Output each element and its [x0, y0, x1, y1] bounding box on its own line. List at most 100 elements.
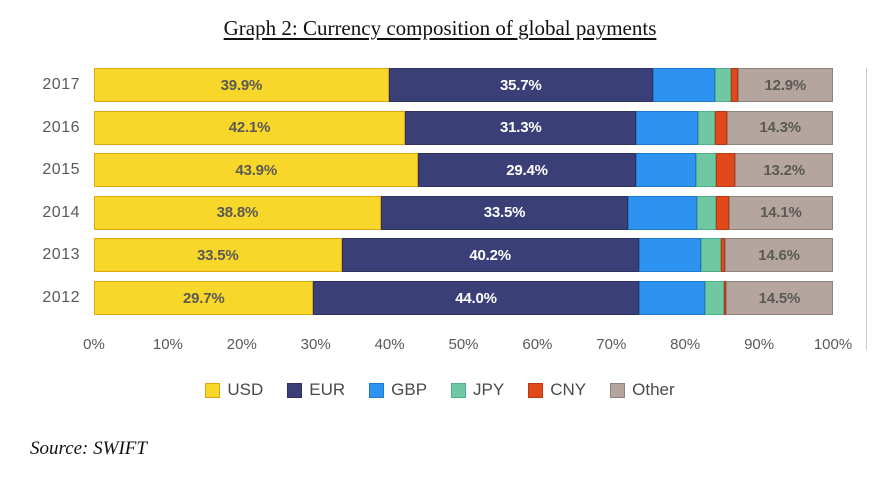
legend-label-eur: EUR	[309, 380, 346, 399]
legend-label-cny: CNY	[550, 380, 587, 399]
y-axis-label-2012: 2012	[42, 289, 80, 306]
legend-label-other: Other	[632, 380, 675, 399]
y-axis-label-2013: 2013	[42, 246, 80, 264]
bar-value-label: 33.5%	[197, 246, 239, 264]
legend-swatch-gbp	[369, 382, 385, 398]
bar-value-label: 29.7%	[182, 289, 225, 307]
x-axis-tick-30: 30%	[300, 336, 331, 353]
bar-segment-eur-2014: 33.5%	[380, 195, 629, 230]
x-axis-tick-50: 50%	[448, 336, 479, 353]
bar-segment-usd-2016: 42.1%	[94, 110, 406, 145]
bar-value-label: 29.4%	[506, 161, 548, 179]
bar-segment-eur-2016: 31.3%	[405, 110, 637, 145]
bar-segment-other-2015: 13.2%	[735, 153, 833, 188]
bar-segment-usd-2013: 33.5%	[94, 238, 342, 273]
bar-segment-other-2013: 14.6%	[725, 238, 833, 273]
bar-value-label: 12.9%	[764, 76, 807, 94]
bar-segment-jpy-2017	[715, 68, 731, 102]
bar-segment-other-2016: 14.3%	[727, 110, 833, 145]
bar-segment-usd-2012: 29.7%	[94, 281, 314, 315]
x-axis-tick-60: 60%	[522, 336, 553, 353]
bar-value-label: 14.6%	[758, 246, 800, 264]
bar-value-label: 14.3%	[759, 119, 801, 137]
bar-segment-jpy-2013	[701, 238, 721, 273]
bar-track-2014: 38.8% 33.5% 14.1%	[94, 195, 833, 230]
legend-item-jpy: JPY	[451, 380, 504, 400]
bar-track-2013: 33.5% 40.2% 14.6%	[94, 238, 833, 273]
bar-segment-usd-2014: 38.8%	[94, 195, 381, 230]
legend-label-gbp: GBP	[391, 380, 428, 399]
legend-swatch-jpy	[451, 382, 467, 398]
legend: USD EUR GBP JPY CNY Other	[0, 380, 880, 400]
bar-value-label: 44.0%	[455, 289, 497, 307]
bar-segment-eur-2013: 40.2%	[341, 238, 639, 273]
bar-value-label: 38.8%	[216, 204, 259, 222]
x-axis-tick-70: 70%	[596, 336, 627, 353]
bar-segment-eur-2012: 44.0%	[313, 281, 639, 315]
y-axis-label-2014: 2014	[42, 203, 80, 221]
bar-segment-cny-2014	[716, 195, 729, 230]
x-axis-tick-90: 90%	[744, 336, 775, 353]
x-axis-tick-0: 0%	[83, 336, 105, 353]
legend-label-usd: USD	[227, 380, 264, 399]
bar-value-label: 13.2%	[763, 161, 805, 179]
bar-segment-cny-2015	[716, 153, 736, 188]
bar-value-label: 14.1%	[760, 204, 802, 222]
x-axis-tick-80: 80%	[670, 336, 701, 353]
bar-segment-cny-2013	[720, 238, 726, 273]
legend-swatch-other	[610, 382, 626, 398]
bar-row-2016: 2016 42.1% 31.3% 14.3%	[0, 110, 880, 145]
bar-value-label: 39.9%	[220, 76, 263, 94]
bar-segment-other-2014: 14.1%	[728, 195, 833, 230]
bar-segment-jpy-2016	[697, 110, 715, 145]
x-axis-tick-20: 20%	[226, 336, 257, 353]
bar-row-2017: 2017 39.9% 35.7% 12.9%	[0, 68, 880, 102]
bar-row-2015: 2015 43.9% 29.4% 13.2%	[0, 153, 880, 188]
source-note: Source: SWIFT	[30, 438, 147, 459]
bar-segment-gbp-2012	[638, 281, 706, 315]
y-axis-label-2017: 2017	[42, 76, 80, 93]
x-axis-tick-10: 10%	[152, 336, 183, 353]
bar-segment-gbp-2015	[635, 153, 697, 188]
y-axis-label-2015: 2015	[42, 161, 80, 179]
bar-value-label: 43.9%	[235, 161, 277, 179]
bar-track-2017: 39.9% 35.7% 12.9%	[94, 68, 833, 102]
bar-segment-cny-2016	[714, 110, 728, 145]
bar-value-label: 40.2%	[469, 246, 511, 264]
bar-segment-gbp-2013	[638, 238, 702, 273]
legend-item-usd: USD	[205, 380, 263, 400]
bar-segment-eur-2015: 29.4%	[418, 153, 636, 188]
y-axis-label-2016: 2016	[42, 118, 80, 136]
bar-segment-other-2017: 12.9%	[737, 68, 833, 102]
legend-label-jpy: JPY	[473, 380, 505, 399]
legend-swatch-usd	[205, 382, 221, 398]
bar-value-label: 33.5%	[483, 204, 526, 222]
bar-value-label: 14.5%	[758, 289, 801, 307]
x-axis: 0% 10% 20% 30% 40% 50% 60% 70% 80% 90% 100%	[0, 336, 880, 358]
legend-swatch-cny	[528, 382, 544, 398]
bar-segment-gbp-2017	[652, 68, 716, 102]
bar-segment-eur-2017: 35.7%	[388, 68, 653, 102]
bar-segment-jpy-2012	[705, 281, 725, 315]
bar-value-label: 35.7%	[499, 76, 542, 94]
legend-item-eur: EUR	[287, 380, 345, 400]
bar-track-2016: 42.1% 31.3% 14.3%	[94, 110, 833, 145]
bar-segment-usd-2017: 39.9%	[94, 68, 389, 102]
bar-segment-usd-2015: 43.9%	[94, 153, 419, 188]
chart-title: Graph 2: Currency composition of global …	[223, 16, 657, 40]
legend-item-gbp: GBP	[369, 380, 427, 400]
bar-segment-gbp-2014	[628, 195, 697, 230]
x-axis-tick-100: 100%	[813, 336, 853, 353]
bar-segment-cny-2017	[731, 68, 738, 102]
bar-segment-other-2012: 14.5%	[725, 281, 833, 315]
plot-right-border	[866, 68, 867, 350]
bar-segment-jpy-2014	[697, 195, 717, 230]
bar-value-label: 31.3%	[499, 119, 542, 137]
legend-item-other: Other	[610, 380, 675, 400]
bar-row-2014: 2014 38.8% 33.5% 14.1%	[0, 195, 880, 230]
bar-segment-jpy-2015	[696, 153, 717, 188]
bar-value-label: 42.1%	[228, 119, 271, 137]
bar-segment-gbp-2016	[636, 110, 698, 145]
bar-track-2012: 29.7% 44.0% 14.5%	[94, 281, 833, 315]
